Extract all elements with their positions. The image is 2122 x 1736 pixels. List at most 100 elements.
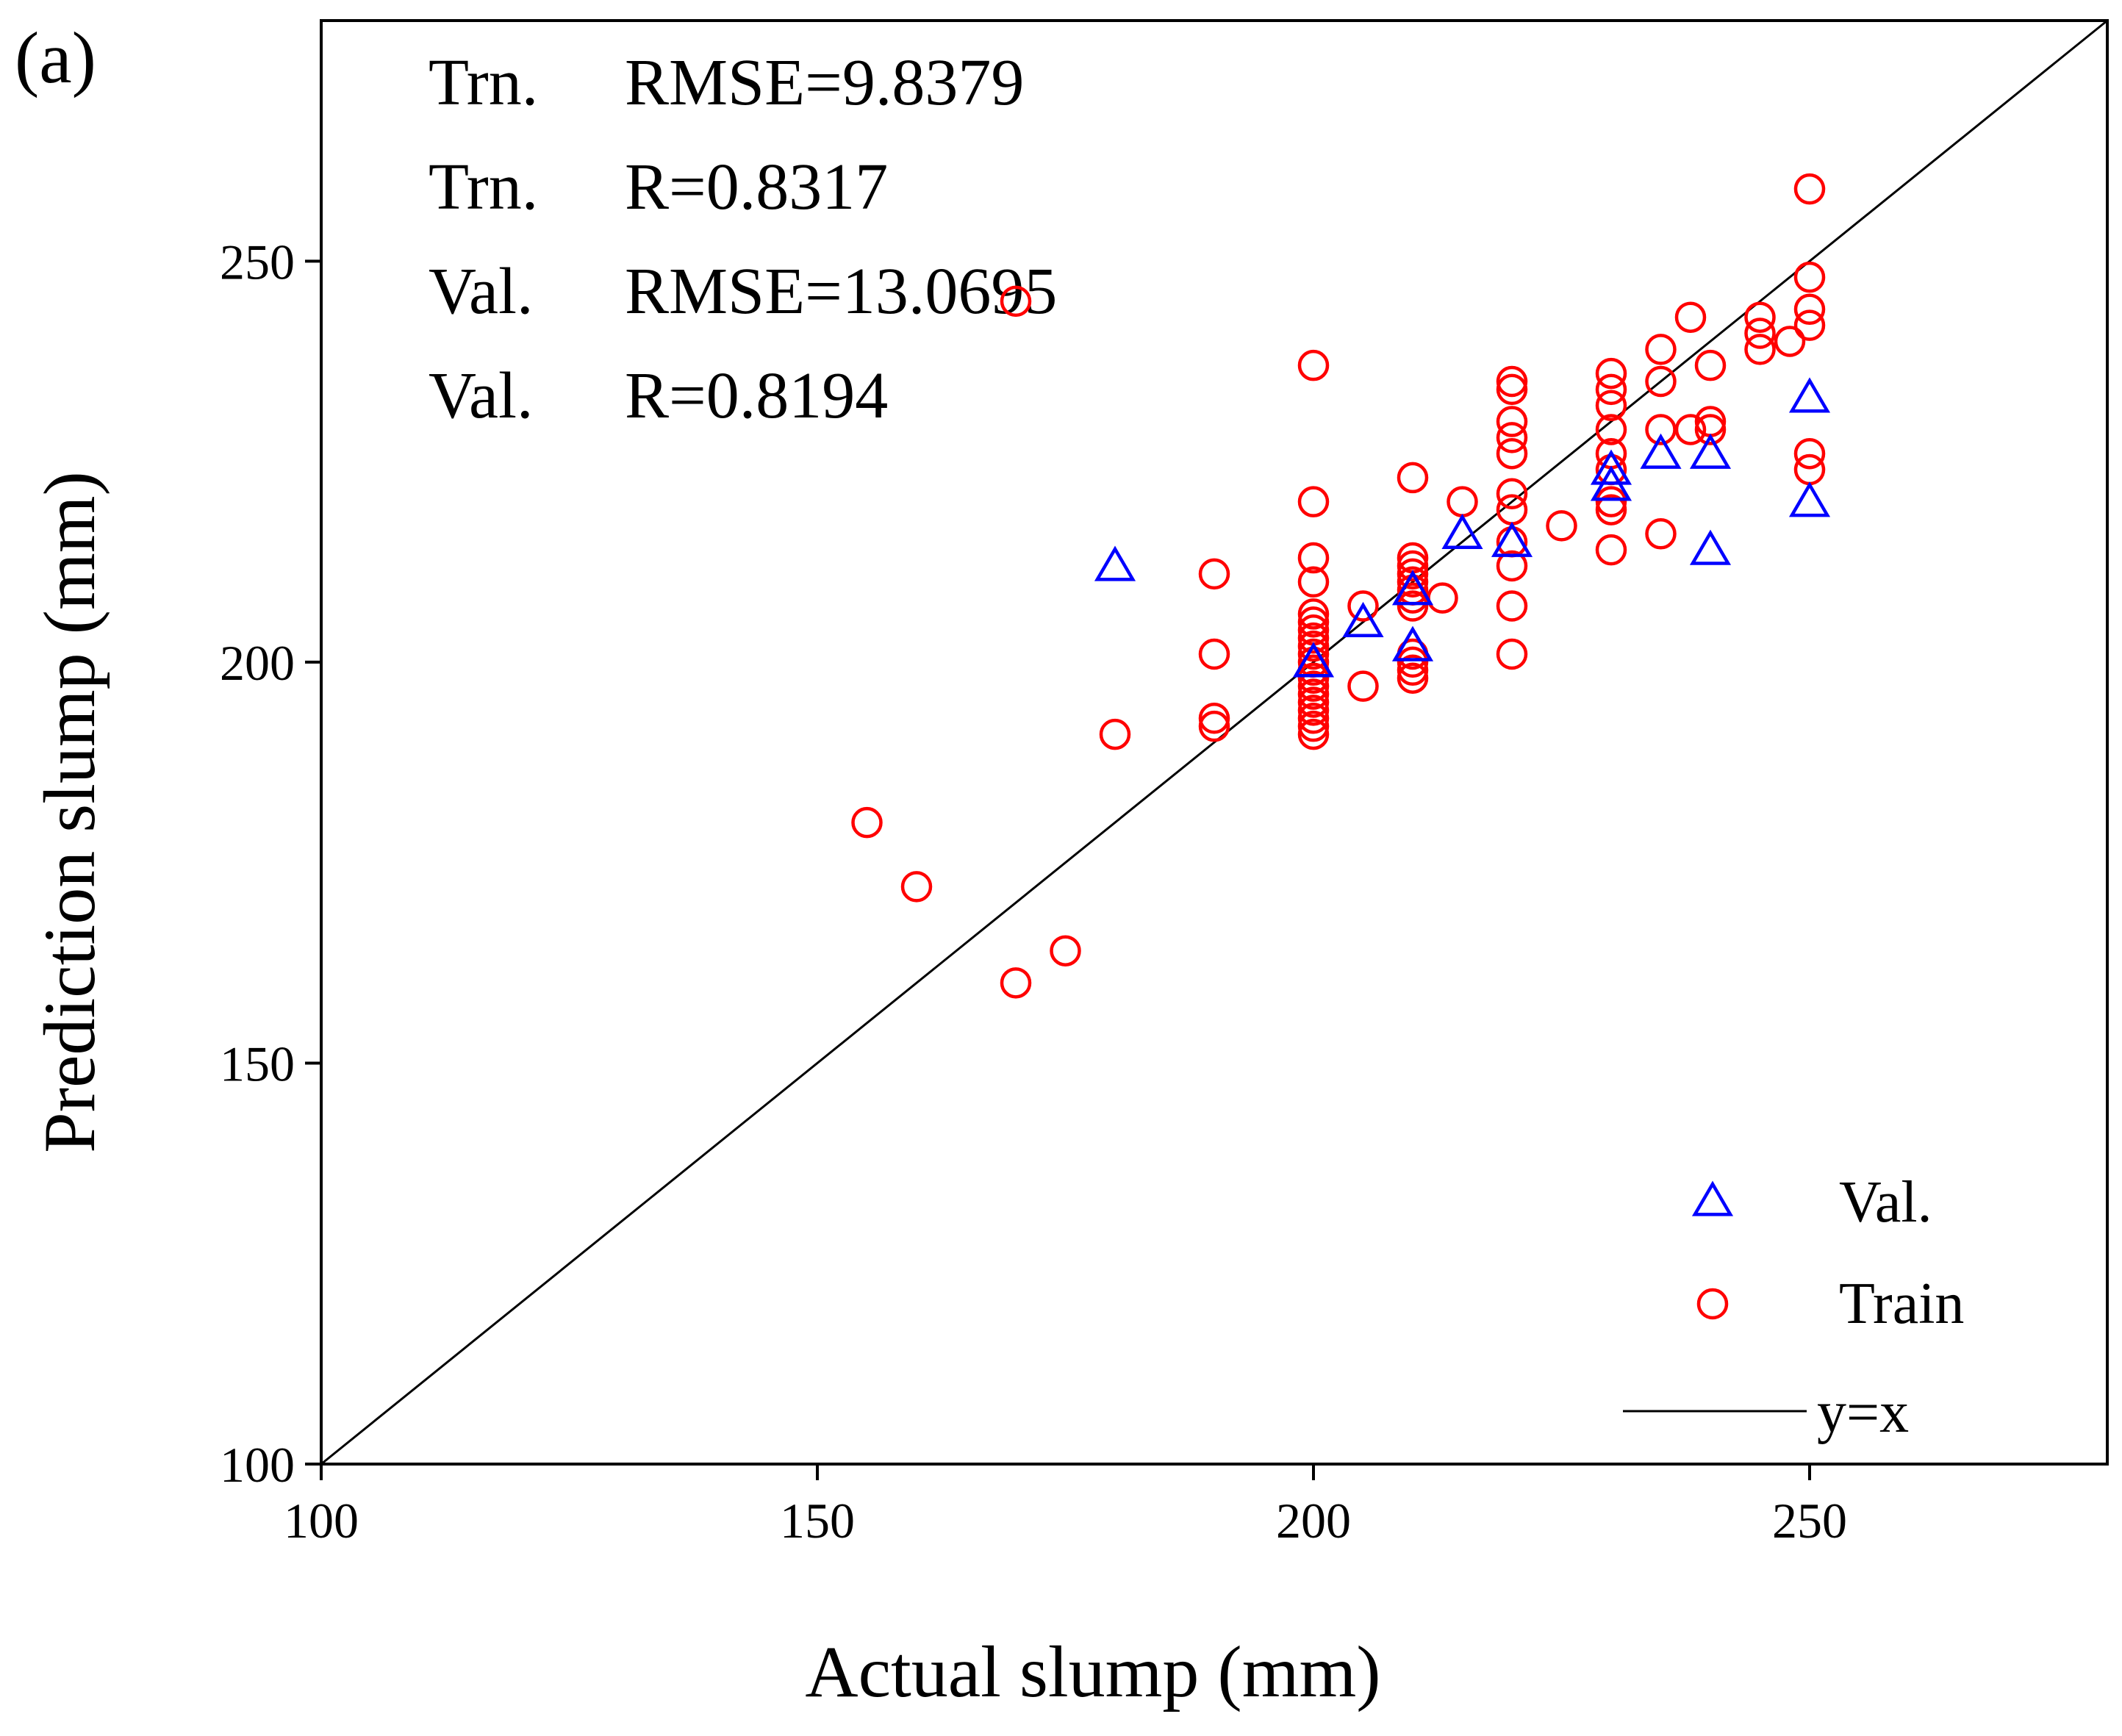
stat-set-label: Trn. xyxy=(429,151,538,223)
train-point xyxy=(1297,486,1330,517)
train-point xyxy=(1000,967,1032,999)
train-point xyxy=(1297,638,1330,670)
train-point xyxy=(1793,309,1826,341)
validation-point xyxy=(1590,449,1632,485)
train-point xyxy=(1397,590,1429,622)
train-point xyxy=(1397,550,1429,582)
train-point xyxy=(1793,261,1826,293)
validation-point xyxy=(1788,481,1831,517)
legend: Val. Train y=x xyxy=(1623,1170,1964,1445)
train-point xyxy=(1645,334,1677,365)
train-point xyxy=(1595,534,1627,566)
train-point xyxy=(1198,558,1230,590)
y-axis-title: Prediction slump (mm) xyxy=(29,471,110,1153)
panel-label: (a) xyxy=(15,17,96,98)
train-point xyxy=(1674,301,1707,333)
train-point xyxy=(1744,318,1776,349)
train-point xyxy=(1297,542,1330,574)
validation-point xyxy=(1342,601,1384,637)
train-point xyxy=(1793,173,1826,205)
plot-frame xyxy=(320,19,2109,1466)
stat-metric-value: R=0.8194 xyxy=(625,359,888,432)
train-point xyxy=(1297,695,1330,726)
train-point xyxy=(1198,703,1230,734)
train-point xyxy=(1595,414,1627,445)
train-point xyxy=(1397,662,1429,694)
train-point xyxy=(1297,606,1330,638)
y-axis-ticks: 100 150 200 250 xyxy=(220,234,321,1493)
train-point xyxy=(1397,654,1429,686)
train-point xyxy=(1496,638,1528,670)
train-point xyxy=(1595,390,1627,421)
train-point xyxy=(1297,678,1330,710)
train-point xyxy=(1297,718,1330,750)
train-point xyxy=(1496,422,1528,453)
train-point xyxy=(1198,638,1230,670)
train-point xyxy=(1694,414,1727,445)
train-point xyxy=(1793,437,1826,470)
train-point xyxy=(900,871,933,903)
validation-point xyxy=(1391,625,1434,661)
train-point xyxy=(1674,414,1707,445)
train-point xyxy=(1099,718,1131,750)
train-point xyxy=(1000,285,1032,318)
train-point xyxy=(1496,550,1528,582)
train-point xyxy=(1297,622,1330,654)
train-point xyxy=(1496,406,1528,437)
stat-metric-value: R=0.8317 xyxy=(625,151,888,223)
y-tick-label: 200 xyxy=(220,635,295,691)
train-point xyxy=(1297,630,1330,662)
train-point xyxy=(1297,703,1330,734)
train-point xyxy=(1496,478,1528,510)
train-point xyxy=(1198,710,1230,742)
legend-train-marker xyxy=(1696,1288,1729,1320)
train-point xyxy=(1645,518,1677,550)
x-tick-label: 200 xyxy=(1276,1493,1351,1549)
train-point xyxy=(1496,590,1528,622)
train-point xyxy=(1793,293,1826,326)
train-point xyxy=(1595,357,1627,390)
train-point xyxy=(1744,301,1776,333)
train-point xyxy=(1397,462,1429,494)
train-point xyxy=(1595,373,1627,406)
train-point xyxy=(1496,373,1528,406)
y-tick-label: 100 xyxy=(220,1437,295,1493)
legend-label: y=x xyxy=(1817,1380,1909,1445)
validation-point xyxy=(1640,433,1682,469)
train-point xyxy=(1347,590,1379,622)
x-tick-label: 100 xyxy=(284,1493,359,1549)
legend-label: Train xyxy=(1839,1271,1964,1336)
train-point xyxy=(1297,662,1330,694)
train-point xyxy=(1427,582,1458,614)
stat-metric-value: RMSE=13.0695 xyxy=(625,255,1057,328)
validation-point xyxy=(1441,513,1483,549)
x-tick-label: 150 xyxy=(780,1493,855,1549)
train-point xyxy=(1397,646,1429,678)
train-point xyxy=(1397,558,1429,590)
x-tick-label: 250 xyxy=(1772,1493,1847,1549)
train-point xyxy=(1694,349,1727,381)
train-point xyxy=(1546,510,1577,542)
train-point xyxy=(1595,486,1627,517)
train-series xyxy=(851,173,1826,999)
stat-metric-value: RMSE=9.8379 xyxy=(625,46,1024,119)
legend-val-marker xyxy=(1691,1180,1734,1216)
train-point xyxy=(1774,326,1806,357)
train-point xyxy=(1297,566,1330,598)
train-point xyxy=(1496,365,1528,398)
validation-point xyxy=(1094,545,1136,581)
train-point xyxy=(1297,670,1330,702)
validation-point xyxy=(1788,377,1831,413)
stat-set-label: Val. xyxy=(429,359,533,432)
validation-point xyxy=(1491,521,1533,557)
stat-set-label: Val. xyxy=(429,255,533,328)
validation-point xyxy=(1689,529,1732,565)
train-point xyxy=(1645,414,1677,445)
train-point xyxy=(1050,935,1081,966)
train-point xyxy=(1297,598,1330,630)
validation-point xyxy=(1391,570,1434,606)
y-tick-label: 150 xyxy=(220,1036,295,1091)
train-point xyxy=(1297,710,1330,742)
train-point xyxy=(851,806,883,839)
